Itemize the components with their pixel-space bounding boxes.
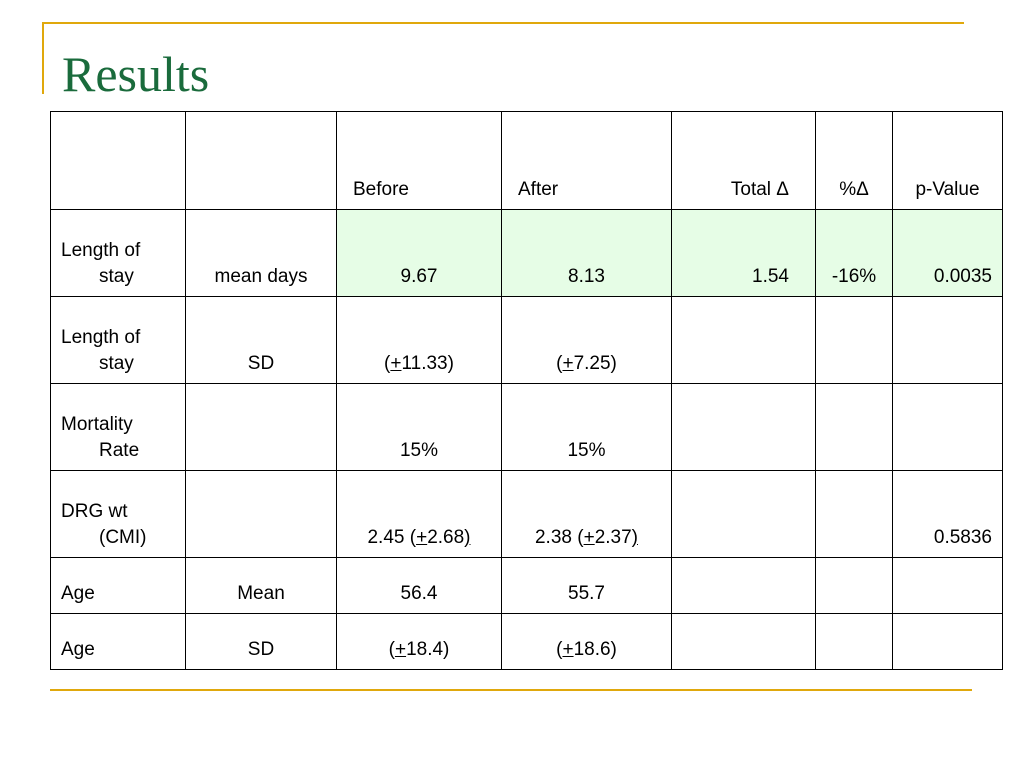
table-row: Age Mean 56.4 55.7	[50, 557, 1003, 614]
cell-before: (+18.4)	[336, 613, 502, 670]
results-table: Before After Total Δ %Δ p-Value Length o…	[50, 111, 1003, 670]
row-label: Length of stay	[50, 296, 186, 384]
cell-percent-delta: -16%	[815, 209, 893, 297]
row-label-line1: DRG wt	[61, 501, 128, 522]
cell-p-value	[892, 296, 1003, 384]
row-label: Mortality Rate	[50, 383, 186, 471]
row-label-line2: Rate	[99, 440, 140, 461]
header-percent-delta: %Δ	[815, 111, 893, 210]
cell-before: (+11.33)	[336, 296, 502, 384]
plus-minus-sign: +	[390, 353, 402, 374]
table-row: Age SD (+18.4) (+18.6)	[50, 613, 1003, 670]
row-label-line2: stay	[99, 266, 134, 287]
cell-before-prefix: 2.45 (	[367, 527, 417, 548]
cell-total-delta	[671, 383, 816, 471]
header-before: Before	[336, 111, 502, 210]
cell-p-value: 0.5836	[892, 470, 1003, 558]
row-label-line1: Mortality	[61, 414, 133, 435]
row-measure: SD	[185, 296, 337, 384]
cell-p-value	[892, 613, 1003, 670]
cell-after-value: 18.6)	[573, 639, 617, 660]
cell-total-delta: 1.54	[671, 209, 816, 297]
row-measure: Mean	[185, 557, 337, 614]
cell-before-value: 11.33)	[401, 353, 454, 374]
cell-percent-delta	[815, 557, 893, 614]
cell-percent-delta	[815, 383, 893, 471]
row-measure: SD	[185, 613, 337, 670]
cell-after-close: )	[631, 527, 638, 548]
cell-before-value: 2.68	[427, 527, 465, 548]
row-label: Length of stay	[50, 209, 186, 297]
row-label-line2: (CMI)	[99, 527, 147, 548]
plus-minus-sign: +	[394, 639, 407, 660]
cell-total-delta	[671, 296, 816, 384]
cell-after-prefix: (	[556, 639, 563, 660]
row-measure: mean days	[185, 209, 337, 297]
table-row: DRG wt (CMI) 2.45 (+2.68) 2.38 (+2.37) 0…	[50, 470, 1003, 558]
slide-title: Results	[62, 46, 210, 102]
cell-before-close: )	[464, 527, 471, 548]
cell-after: (+18.6)	[501, 613, 672, 670]
cell-p-value	[892, 383, 1003, 471]
cell-before: 15%	[336, 383, 502, 471]
top-accent-line	[42, 22, 964, 24]
bottom-accent-line	[50, 689, 972, 691]
cell-before-prefix: (	[388, 639, 395, 660]
row-label: Age	[50, 557, 186, 614]
cell-before: 2.45 (+2.68)	[336, 470, 502, 558]
row-label-line2: stay	[99, 353, 134, 374]
row-label-line1: Length of	[61, 240, 141, 261]
cell-after-value: 7.25)	[573, 353, 617, 374]
cell-before: 9.67	[336, 209, 502, 297]
cell-after-prefix: 2.38 (	[534, 527, 584, 548]
cell-total-delta	[671, 557, 816, 614]
left-accent-line	[42, 22, 44, 94]
cell-p-value	[892, 557, 1003, 614]
row-label-line1: Length of	[61, 327, 141, 348]
header-total-delta: Total Δ	[671, 111, 816, 210]
cell-percent-delta	[815, 613, 893, 670]
header-cell-empty-1	[50, 111, 186, 210]
cell-after-prefix: (	[556, 353, 563, 374]
plus-minus-sign: +	[583, 527, 595, 548]
cell-before-value: 18.4)	[406, 639, 450, 660]
cell-after: 55.7	[501, 557, 672, 614]
cell-total-delta	[671, 470, 816, 558]
cell-before: 56.4	[336, 557, 502, 614]
cell-percent-delta	[815, 470, 893, 558]
table-row: Mortality Rate 15% 15%	[50, 383, 1003, 471]
table-row: Length of stay mean days 9.67 8.13 1.54 …	[50, 209, 1003, 297]
header-p-value: p-Value	[892, 111, 1003, 210]
cell-after: 15%	[501, 383, 672, 471]
cell-total-delta	[671, 613, 816, 670]
row-label: Age	[50, 613, 186, 670]
row-label: DRG wt (CMI)	[50, 470, 186, 558]
cell-after-value: 2.37	[594, 527, 632, 548]
header-cell-empty-2	[185, 111, 337, 210]
header-after: After	[501, 111, 672, 210]
row-measure	[185, 470, 337, 558]
cell-after: (+7.25)	[501, 296, 672, 384]
cell-before-prefix: (	[384, 353, 391, 374]
plus-minus-sign: +	[416, 527, 428, 548]
table-header-row: Before After Total Δ %Δ p-Value	[50, 111, 1003, 210]
cell-p-value: 0.0035	[892, 209, 1003, 297]
table-row: Length of stay SD (+11.33) (+7.25)	[50, 296, 1003, 384]
cell-after: 2.38 (+2.37)	[501, 470, 672, 558]
plus-minus-sign: +	[562, 639, 574, 660]
cell-after: 8.13	[501, 209, 672, 297]
plus-minus-sign: +	[562, 353, 574, 374]
cell-percent-delta	[815, 296, 893, 384]
row-measure	[185, 383, 337, 471]
